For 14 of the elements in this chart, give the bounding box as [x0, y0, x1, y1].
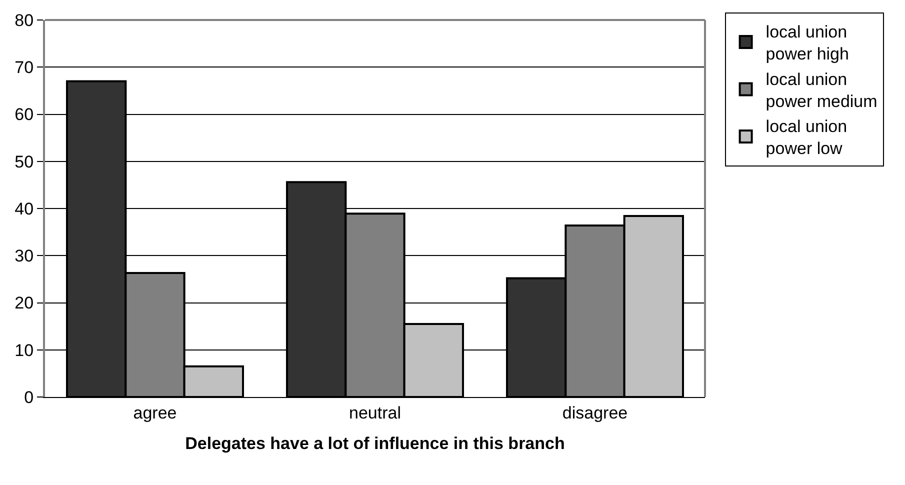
y-tick-label: 70 — [14, 58, 34, 78]
x-tick-label: disagree — [562, 403, 628, 422]
y-tick-label: 10 — [14, 340, 34, 360]
y-tick-label: 50 — [14, 152, 34, 172]
legend-label: local union power low — [766, 117, 848, 158]
y-tick-label: 40 — [14, 199, 34, 218]
y-tick-label: 80 — [14, 10, 34, 30]
x-tick-label: neutral — [349, 403, 401, 422]
y-tick-label: 30 — [14, 246, 34, 266]
y-tick-label: 20 — [14, 294, 34, 313]
y-tick-label: 60 — [14, 105, 34, 124]
y-tick-label: 0 — [24, 388, 34, 407]
x-tick-label: agree — [133, 403, 177, 422]
x-axis-title: Delegates have a lot of influence in this branch — [185, 434, 565, 453]
